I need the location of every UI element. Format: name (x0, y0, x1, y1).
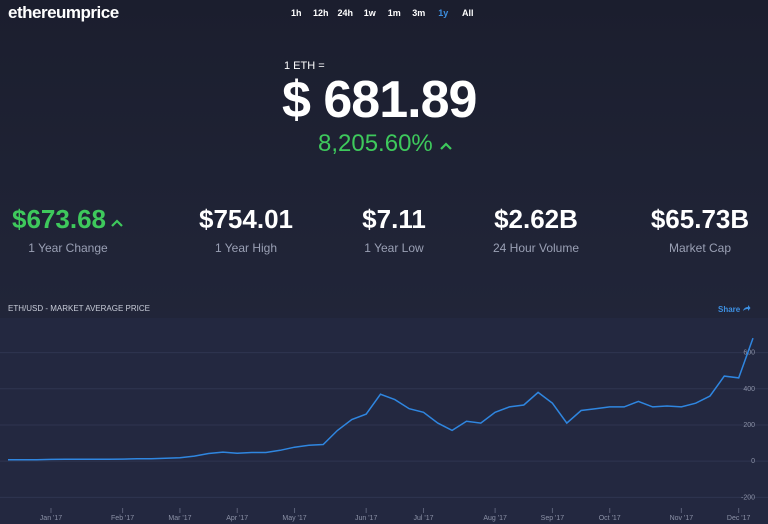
x-tick-label: May '17 (282, 515, 306, 522)
stat-value: $2.62B (494, 204, 578, 234)
x-tick-label: Jan '17 (40, 515, 62, 522)
x-tick-label: Jun '17 (355, 515, 377, 522)
range-option[interactable]: 1y (438, 8, 449, 18)
share-button[interactable]: Share (718, 304, 751, 314)
share-text[interactable]: Share (718, 305, 741, 314)
range-option[interactable]: 1h (290, 8, 302, 18)
range-option[interactable]: 1m (387, 8, 401, 18)
chart-bg (0, 318, 768, 524)
chart-title: ETH/USD - MARKET AVERAGE PRICE (8, 304, 150, 313)
stat-value: $673.68 (12, 204, 106, 234)
range-option[interactable]: 12h (312, 8, 329, 18)
stat: $2.62B 24 Hour Volume (461, 204, 611, 255)
share-icon (743, 305, 751, 311)
stat: $673.68 1 Year Change (0, 204, 143, 255)
y-tick-label: 0 (751, 458, 755, 465)
logo[interactable]: ethereumprice (8, 3, 119, 22)
stat-label: Market Cap (668, 241, 732, 255)
x-tick-label: Apr '17 (226, 515, 248, 522)
y-tick-label: -200 (741, 494, 755, 501)
range-selector: 1h 12h 24h 1w 1m 3m 1y All (284, 8, 480, 18)
range-option[interactable]: All (461, 8, 474, 18)
x-tick-label: Oct '17 (599, 515, 621, 522)
price-value: $ 681.89 (282, 71, 477, 129)
stat-value: $7.11 (362, 204, 426, 234)
change-text: 8,205.60% (318, 130, 433, 157)
price-change: 8,205.60% (318, 130, 453, 158)
x-tick-label: Aug '17 (483, 515, 507, 522)
stat-value: $65.73B (650, 204, 750, 234)
stat: $754.01 1 Year High (171, 204, 321, 255)
y-tick-label: 400 (743, 386, 755, 393)
stat: $7.11 1 Year Low (319, 204, 469, 255)
stat-label: 1 Year Change (28, 241, 108, 255)
stat-label: 1 Year Low (364, 241, 424, 255)
range-option[interactable]: 1w (363, 8, 376, 18)
y-tick-label: 600 (743, 350, 755, 357)
x-tick-label: Mar '17 (168, 515, 191, 522)
price-label: 1 ETH = (284, 60, 325, 72)
up-arrow (110, 215, 124, 232)
stat-label: 24 Hour Volume (492, 241, 580, 255)
price-line (8, 337, 754, 461)
x-tick-label: Jul '17 (413, 515, 433, 522)
x-tick-label: Nov '17 (670, 515, 694, 522)
x-tick-label: Sep '17 (541, 515, 565, 522)
y-tick-label: 200 (743, 422, 755, 429)
up-arrow (440, 142, 453, 150)
range-option[interactable]: 3m (412, 8, 426, 18)
x-tick-label: Dec '17 (727, 515, 751, 522)
x-tick-label: Feb '17 (111, 515, 134, 522)
range-option[interactable]: 24h (337, 8, 353, 18)
stat-label: 1 Year High (214, 241, 278, 255)
stat-value: $754.01 (199, 204, 293, 234)
stat: $65.73B Market Cap (625, 204, 768, 255)
price-chart: -200 0 200 400 600 Jan '17 Feb '17 Mar '17 Apr '… (0, 318, 768, 524)
